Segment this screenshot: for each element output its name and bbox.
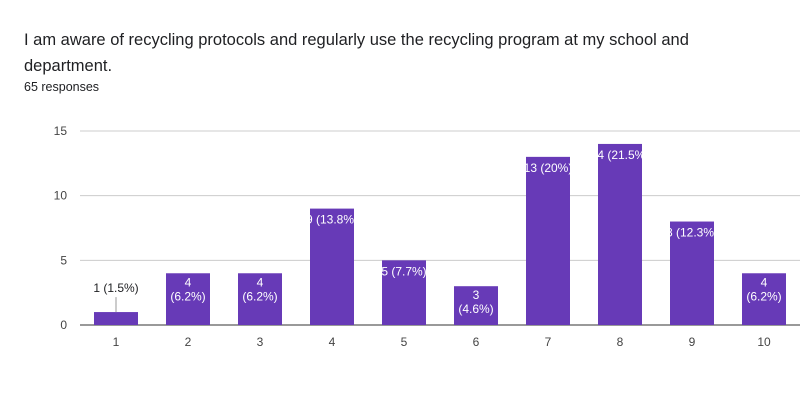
data-label: (4.6%) (458, 302, 493, 316)
data-label: 4 (761, 275, 768, 289)
x-tick-label: 1 (113, 335, 120, 349)
bar (742, 273, 786, 325)
y-tick-label: 15 (54, 124, 68, 138)
data-label: (6.2%) (242, 289, 277, 303)
data-label: 4 (257, 275, 264, 289)
data-label: 9 (13.8%) (306, 213, 358, 227)
response-count: 65 responses (24, 80, 100, 94)
question-title: I am aware of recycling protocols and re… (24, 31, 689, 75)
bar (310, 208, 354, 325)
y-tick-label: 0 (60, 318, 67, 332)
x-tick-label: 7 (545, 335, 552, 349)
bar (526, 156, 570, 325)
data-label: (6.2%) (746, 289, 781, 303)
x-tick-label: 4 (329, 335, 336, 349)
data-label: 5 (7.7%) (381, 264, 426, 278)
x-tick-label: 9 (689, 335, 696, 349)
bar (94, 312, 138, 325)
bar (598, 143, 642, 325)
bar (382, 260, 426, 325)
data-label: 13 (20%) (524, 161, 573, 175)
data-label: 14 (21.5%) (591, 148, 650, 162)
data-label: 8 (12.3%) (666, 226, 718, 240)
data-label: 4 (185, 275, 192, 289)
data-label: 3 (473, 288, 480, 302)
x-tick-label: 10 (757, 335, 771, 349)
x-tick-label: 2 (185, 335, 192, 349)
x-tick-label: 3 (257, 335, 264, 349)
y-tick-label: 5 (60, 253, 67, 267)
data-label: 1 (1.5%) (93, 281, 138, 295)
x-tick-label: 5 (401, 335, 408, 349)
y-tick-label: 10 (54, 189, 68, 203)
x-tick-label: 6 (473, 335, 480, 349)
bar (454, 286, 498, 325)
x-tick-label: 8 (617, 335, 624, 349)
bar (238, 273, 282, 325)
bar (670, 221, 714, 325)
data-label: (6.2%) (170, 289, 205, 303)
bar (166, 273, 210, 325)
